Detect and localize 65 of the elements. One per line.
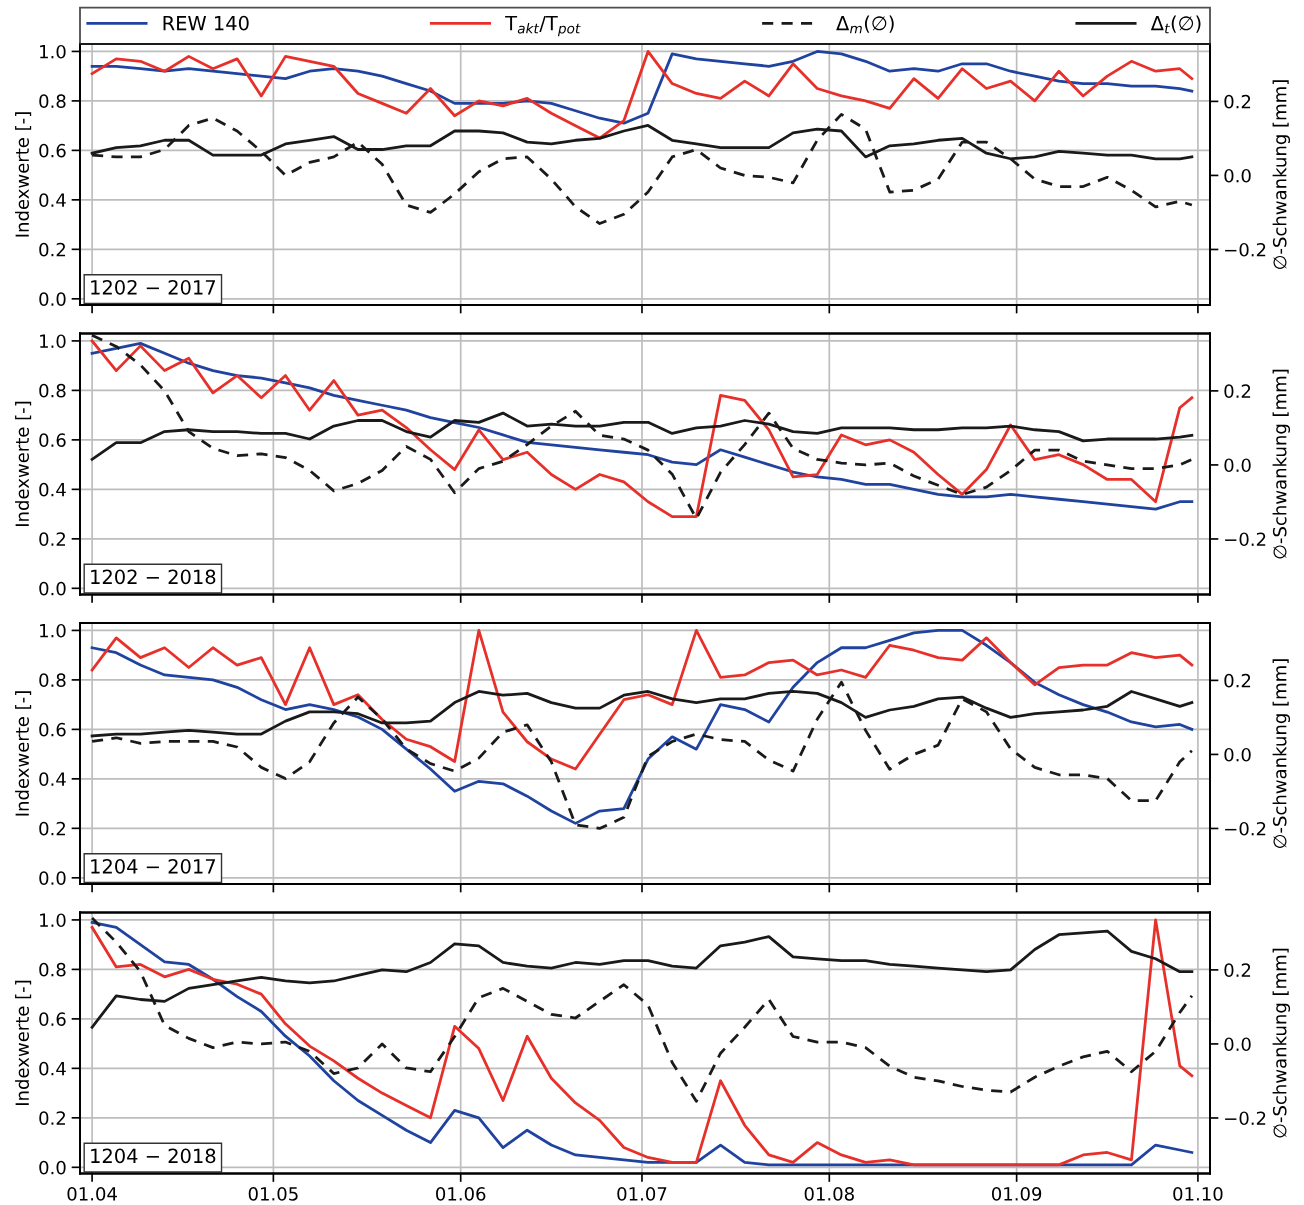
legend-label: REW 140 [163,15,249,31]
y-tick-label: 0.4 [39,772,66,786]
y2-tick-label: −0.2 [1225,532,1266,547]
legend-label: Δ$_{m}$(∅) [836,15,894,34]
y-axis-title: Indexwerte [-] [15,980,32,1105]
y2-axis-title: ∅-Schwankung [mm] [1272,659,1291,848]
y-tick-label: 0.8 [39,383,66,398]
legend-label: Δ$_{t}$(∅) [1150,15,1201,34]
y-tick-label: 0.6 [39,1012,66,1026]
y2-tick-label: 0.0 [1224,1037,1251,1052]
x-tick-label: 01.10 [1173,1187,1223,1201]
y-axis-title: Indexwerte [-] [15,401,32,526]
annotation: 1202 − 2018 [91,569,216,585]
y2-axis-title: ∅-Schwankung [mm] [1272,369,1291,559]
line-series [90,50,1194,140]
y-tick-label: 0.8 [39,94,66,109]
legend-label: T$_{akt}$/T$_{pot}$ [505,16,581,37]
line-series [90,916,1194,1103]
y-tick-label: 0.8 [39,673,66,688]
y-tick-label: 1.0 [40,334,66,349]
line-series [90,50,1194,125]
x-tick-label: 01.07 [617,1187,667,1201]
y-tick-label: 0.6 [39,722,66,737]
x-tick-label: 01.05 [248,1187,298,1201]
annotation: 1202 − 2017 [91,280,215,295]
y-tick-label: 0.0 [39,581,66,596]
x-tick-label: 01.06 [436,1187,486,1201]
y-tick-label: 0.0 [39,1160,66,1175]
y-tick-label: 0.2 [39,242,65,257]
y-tick-label: 1.0 [40,913,66,928]
x-tick-label: 01.09 [991,1187,1042,1201]
y2-tick-label: −0.2 [1225,1111,1266,1126]
y-tick-label: 0.0 [39,292,66,306]
y-tick-label: 0.0 [39,871,66,885]
y-tick-label: 0.4 [39,1061,66,1076]
y-tick-label: 0.4 [39,193,66,207]
y2-tick-label: 0.2 [1224,673,1251,688]
line-series [90,680,1194,830]
annotation: 1204 − 2018 [91,1148,216,1164]
y-tick-label: 0.2 [39,1111,65,1125]
y2-axis-title: ∅-Schwankung [mm] [1272,80,1291,269]
y-axis-title: Indexwerte [-] [15,691,32,816]
x-tick-label: 01.04 [67,1187,117,1201]
y-tick-label: 1.0 [40,623,66,638]
y-tick-label: 0.2 [39,821,65,836]
line-series [90,629,1194,825]
y2-tick-label: 0.2 [1224,963,1251,977]
line-series [90,629,1194,771]
y2-axis-title: ∅-Schwankung [mm] [1272,948,1291,1138]
y2-tick-label: 0.2 [1224,384,1251,398]
y-tick-label: 1.0 [40,44,66,59]
annotation: 1204 − 2017 [91,859,215,874]
y-tick-label: 0.2 [39,532,65,546]
y-axis-title: Indexwerte [-] [15,112,32,237]
y2-tick-label: 0.0 [1224,458,1251,473]
y2-tick-label: −0.2 [1225,242,1266,257]
y2-tick-label: 0.0 [1224,747,1251,762]
y2-tick-label: 0.2 [1224,94,1251,109]
y2-tick-label: −0.2 [1225,821,1266,836]
y-tick-label: 0.6 [39,433,66,447]
x-tick-label: 01.08 [804,1187,854,1201]
y-tick-label: 0.4 [39,482,66,497]
y2-tick-label: 0.0 [1224,168,1251,183]
y-tick-label: 0.6 [39,143,66,158]
y-tick-label: 0.8 [39,962,66,977]
